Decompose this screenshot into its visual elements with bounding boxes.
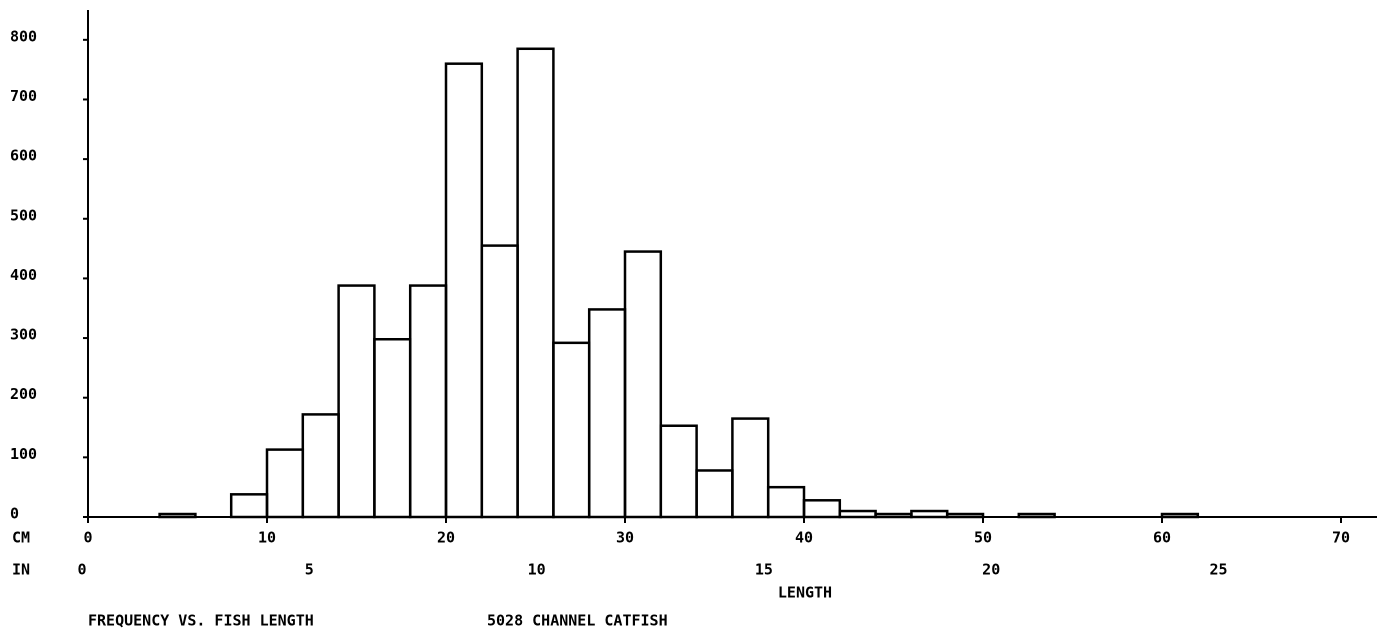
bar [874, 512, 913, 519]
bar [838, 509, 877, 519]
x-tick-label: 0 [83, 529, 92, 547]
x-tick-label: 50 [974, 529, 992, 547]
x-unit-label: CM [12, 529, 30, 547]
x-tick-label: 60 [1153, 529, 1171, 547]
bar [301, 413, 340, 519]
bar [337, 284, 376, 519]
bar [910, 509, 949, 519]
y-tick-label: 800 [10, 27, 37, 45]
bar [587, 308, 627, 519]
x-tick-label: 70 [1332, 529, 1350, 547]
bar [766, 485, 806, 519]
bar [229, 493, 269, 519]
bar [158, 512, 197, 519]
bar [731, 417, 770, 519]
y-tick-label: 0 [10, 505, 19, 523]
x2-tick-label: 10 [528, 561, 546, 579]
bar [373, 338, 412, 519]
bar [408, 284, 448, 519]
x-tick-label: 30 [616, 529, 634, 547]
bar [1160, 512, 1200, 519]
y-tick-label: 400 [10, 266, 37, 284]
x-tick-label: 40 [795, 529, 813, 547]
x2-tick-label: 20 [982, 561, 1000, 579]
bar [480, 244, 519, 519]
y-tick-label: 200 [10, 385, 37, 403]
y-tick-label: 700 [10, 87, 37, 105]
x-axis-label: LENGTH [778, 584, 832, 602]
chart-subtitle: 5028 CHANNEL CATFISH [487, 612, 668, 630]
bar [265, 448, 305, 519]
x2-unit-label: IN [12, 561, 30, 579]
x2-tick-label: 5 [305, 561, 314, 579]
bar [516, 47, 555, 519]
bar [444, 62, 484, 519]
y-tick-label: 300 [10, 326, 37, 344]
x-tick-label: 10 [258, 529, 276, 547]
y-tick-label: 500 [10, 206, 37, 224]
bar [552, 341, 591, 519]
x2-tick-label: 25 [1209, 561, 1227, 579]
x2-tick-label: 15 [755, 561, 773, 579]
x-tick-label: 20 [437, 529, 455, 547]
bar [623, 250, 663, 519]
bar [945, 512, 985, 519]
y-tick-label: 600 [10, 147, 37, 165]
bar [659, 424, 698, 519]
x2-tick-label: 0 [77, 561, 86, 579]
chart-title: FREQUENCY VS. FISH LENGTH [88, 612, 314, 630]
bar [695, 469, 734, 519]
bar [802, 499, 842, 519]
y-tick-label: 100 [10, 445, 37, 463]
bar [1017, 512, 1056, 519]
